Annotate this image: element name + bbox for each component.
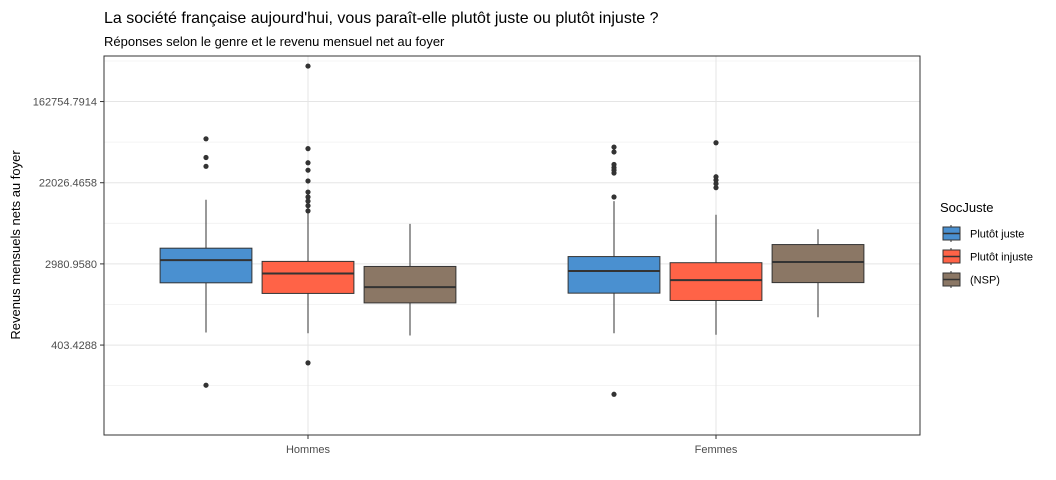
outlier-point bbox=[611, 144, 617, 150]
box-(NSP)-Hommes bbox=[363, 223, 457, 336]
outlier-point bbox=[611, 161, 617, 168]
box-Plutôt juste-Hommes bbox=[159, 136, 253, 388]
outlier-point bbox=[713, 185, 719, 191]
outlier-point bbox=[305, 194, 311, 200]
legend-entry: (NSP) bbox=[942, 271, 1000, 288]
outlier-point bbox=[611, 149, 617, 155]
chart-subtitle: Réponses selon le genre et le revenu men… bbox=[104, 34, 445, 49]
box-Plutôt injuste-Hommes bbox=[261, 63, 355, 366]
legend-entry: Plutôt injuste bbox=[942, 248, 1033, 265]
outlier-point bbox=[305, 178, 311, 184]
x-tick-label: Femmes bbox=[695, 444, 738, 456]
y-tick-label: 162754.7914 bbox=[33, 97, 97, 109]
outlier-point bbox=[305, 208, 311, 214]
box-body bbox=[567, 256, 661, 294]
outlier-point bbox=[203, 382, 209, 388]
legend-label: Plutôt injuste bbox=[970, 252, 1033, 264]
box-(NSP)-Femmes bbox=[771, 229, 865, 318]
outlier-point bbox=[305, 198, 311, 204]
outlier-point bbox=[305, 360, 311, 366]
chart-title: La société française aujourd'hui, vous p… bbox=[104, 10, 659, 27]
legend-title: SocJuste bbox=[940, 200, 993, 215]
outlier-point bbox=[305, 167, 311, 173]
outlier-point bbox=[305, 160, 311, 166]
outlier-point bbox=[305, 63, 311, 69]
x-axis: Hommes Femmes bbox=[286, 435, 738, 456]
box-Plutôt injuste-Femmes bbox=[669, 140, 763, 335]
outlier-point bbox=[203, 154, 209, 161]
outlier-point bbox=[713, 181, 719, 187]
y-tick-label: 403.4288 bbox=[51, 340, 97, 352]
outlier-point bbox=[203, 136, 209, 142]
legend-label: Plutôt juste bbox=[970, 229, 1024, 241]
outlier-point bbox=[305, 189, 311, 195]
box-Plutôt juste-Femmes bbox=[567, 144, 661, 397]
box-layer bbox=[159, 63, 865, 397]
outlier-point bbox=[305, 146, 311, 152]
box-body bbox=[771, 244, 865, 284]
y-tick-label: 2980.9580 bbox=[45, 259, 97, 271]
outlier-point bbox=[203, 163, 209, 169]
box-body bbox=[363, 265, 457, 304]
legend-entry: Plutôt juste bbox=[942, 225, 1024, 242]
outlier-point bbox=[611, 391, 617, 397]
y-axis: 403.4288 2980.9580 22026.4658 162754.7914 bbox=[33, 97, 104, 352]
x-tick-label: Hommes bbox=[286, 444, 331, 456]
legend: SocJuste Plutôt juste Plutôt injuste (NSP) bbox=[940, 200, 1033, 288]
plot-border bbox=[103, 55, 921, 436]
y-tick-label: 22026.4658 bbox=[39, 178, 97, 190]
y-axis-title: Revenus mensuels nets au foyer bbox=[8, 150, 23, 340]
outlier-point bbox=[713, 174, 719, 180]
outlier-point bbox=[713, 140, 719, 146]
box-body bbox=[261, 260, 355, 294]
box-body bbox=[159, 247, 253, 284]
legend-label: (NSP) bbox=[970, 275, 1000, 287]
outlier-point bbox=[611, 194, 617, 200]
box-body bbox=[669, 262, 763, 301]
outlier-point bbox=[305, 203, 311, 209]
